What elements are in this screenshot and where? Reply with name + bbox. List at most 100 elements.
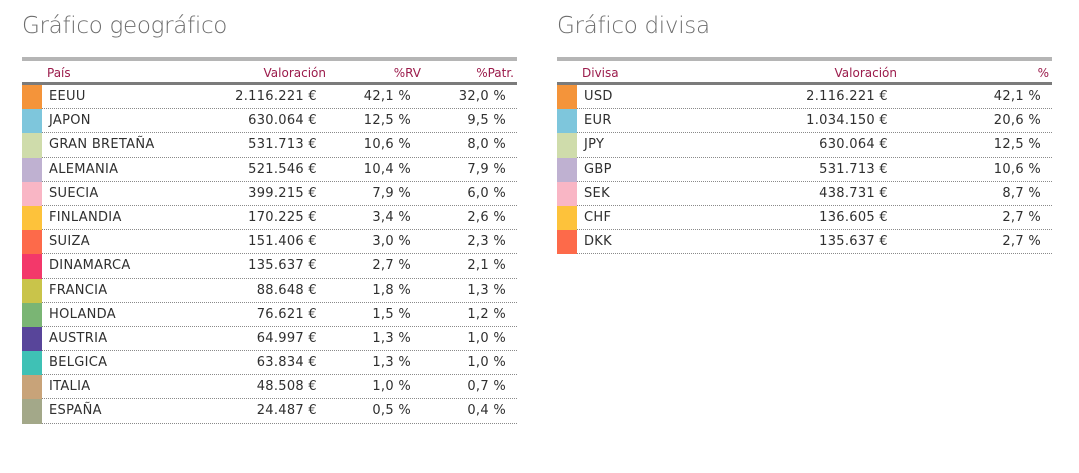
table-row: SUIZA 151.406 € 3,0 % 2,3 % xyxy=(22,230,517,255)
cell-valoracion: 88.648 € xyxy=(256,282,317,298)
cell-rv: 10,6 % xyxy=(363,137,411,153)
color-swatch xyxy=(22,181,42,206)
cell-valoracion: 521.546 € xyxy=(248,161,317,177)
color-swatch xyxy=(22,205,42,231)
cell-valoracion: 1.034.150 € xyxy=(806,113,888,129)
cell-pais: ALEMANIA xyxy=(49,161,119,177)
cell-valoracion: 170.225 € xyxy=(248,209,317,225)
table-row: SUECIA 399.215 € 7,9 % 6,0 % xyxy=(22,181,517,206)
cell-rv: 10,4 % xyxy=(363,161,411,177)
table-row: CHF 136.605 € 2,7 % xyxy=(557,205,1052,231)
cell-valoracion: 438.731 € xyxy=(819,185,888,201)
table-row: JPY 630.064 € 12,5 % xyxy=(557,133,1052,158)
cell-pais: FINLANDIA xyxy=(49,209,122,225)
color-swatch xyxy=(22,230,42,255)
geographic-table-header: País Valoración %RV %Patr. xyxy=(22,62,517,82)
cell-divisa: EUR xyxy=(584,113,612,129)
cell-rv: 7,9 % xyxy=(372,185,411,201)
header-valoracion: Valoración xyxy=(834,66,897,80)
cell-pais: HOLANDA xyxy=(49,306,116,322)
cell-patr: 9,5 % xyxy=(467,113,506,129)
color-swatch xyxy=(22,302,42,327)
color-swatch xyxy=(22,133,42,158)
cell-valoracion: 24.487 € xyxy=(256,403,317,419)
header-divider xyxy=(22,82,517,85)
table-row: ESPAÑA 24.487 € 0,5 % 0,4 % xyxy=(22,399,517,424)
table-row: AUSTRIA 64.997 € 1,3 % 1,0 % xyxy=(22,326,517,352)
table-row: GBP 531.713 € 10,6 % xyxy=(557,157,1052,182)
cell-valoracion: 151.406 € xyxy=(248,234,317,250)
table-row: DKK 135.637 € 2,7 % xyxy=(557,230,1052,255)
table-row: DINAMARCA 135.637 € 2,7 % 2,1 % xyxy=(22,254,517,279)
color-swatch xyxy=(22,109,42,134)
cell-pais: SUIZA xyxy=(49,234,90,250)
cell-pais: DINAMARCA xyxy=(49,258,131,274)
cell-rv: 12,5 % xyxy=(363,113,411,129)
cell-valoracion: 2.116.221 € xyxy=(235,89,317,104)
color-swatch xyxy=(22,278,42,303)
color-swatch xyxy=(557,157,577,182)
header-divisa: Divisa xyxy=(582,66,619,80)
table-row: ALEMANIA 521.546 € 10,4 % 7,9 % xyxy=(22,157,517,182)
cell-pais: EEUU xyxy=(49,89,86,104)
cell-rv: 3,4 % xyxy=(372,209,411,225)
cell-valoracion: 63.834 € xyxy=(256,355,317,371)
cell-patr: 1,0 % xyxy=(467,355,506,371)
cell-pais: FRANCIA xyxy=(49,282,108,298)
cell-percent: 12,5 % xyxy=(993,137,1041,153)
cell-valoracion: 64.997 € xyxy=(256,330,317,346)
cell-rv: 2,7 % xyxy=(372,258,411,274)
cell-pais: SUECIA xyxy=(49,185,99,201)
geographic-title: Gráfico geográfico xyxy=(22,13,228,39)
cell-patr: 1,3 % xyxy=(467,282,506,298)
cell-rv: 3,0 % xyxy=(372,234,411,250)
table-row: FRANCIA 88.648 € 1,8 % 1,3 % xyxy=(22,278,517,303)
cell-rv: 1,3 % xyxy=(372,355,411,371)
cell-patr: 32,0 % xyxy=(458,89,506,104)
cell-valoracion: 2.116.221 € xyxy=(806,89,888,104)
title-divider xyxy=(22,57,517,61)
cell-valoracion: 135.637 € xyxy=(248,258,317,274)
cell-patr: 2,1 % xyxy=(467,258,506,274)
currency-table-body: USD 2.116.221 € 42,1 % EUR 1.034.150 € 20,6 %… xyxy=(557,85,1052,255)
cell-patr: 8,0 % xyxy=(467,137,506,153)
color-swatch xyxy=(557,205,577,231)
header-pais: País xyxy=(47,66,71,80)
cell-divisa: DKK xyxy=(584,234,612,250)
cell-rv: 0,5 % xyxy=(372,403,411,419)
table-row: HOLANDA 76.621 € 1,5 % 1,2 % xyxy=(22,302,517,327)
color-swatch xyxy=(22,399,42,424)
cell-percent: 42,1 % xyxy=(993,89,1041,104)
cell-divisa: GBP xyxy=(584,161,612,177)
cell-valoracion: 76.621 € xyxy=(256,306,317,322)
table-row: USD 2.116.221 € 42,1 % xyxy=(557,85,1052,110)
cell-divisa: JPY xyxy=(584,137,605,153)
color-swatch xyxy=(22,326,42,352)
table-row: BELGICA 63.834 € 1,3 % 1,0 % xyxy=(22,351,517,376)
cell-divisa: CHF xyxy=(584,209,612,225)
color-swatch xyxy=(22,157,42,182)
cell-rv: 1,8 % xyxy=(372,282,411,298)
color-swatch xyxy=(22,85,42,110)
table-row: GRAN BRETAÑA 531.713 € 10,6 % 8,0 % xyxy=(22,133,517,158)
header-valoracion: Valoración xyxy=(263,66,326,80)
cell-patr: 2,3 % xyxy=(467,234,506,250)
cell-pais: AUSTRIA xyxy=(49,330,108,346)
cell-patr: 6,0 % xyxy=(467,185,506,201)
cell-patr: 0,4 % xyxy=(467,403,506,419)
cell-valoracion: 630.064 € xyxy=(248,113,317,129)
header-percent: % xyxy=(1037,66,1049,80)
cell-patr: 2,6 % xyxy=(467,209,506,225)
cell-pais: ITALIA xyxy=(49,379,91,395)
color-swatch xyxy=(557,181,577,206)
color-swatch xyxy=(557,85,577,110)
cell-valoracion: 531.713 € xyxy=(819,161,888,177)
cell-pais: BELGICA xyxy=(49,355,108,371)
cell-pais: JAPON xyxy=(49,113,91,129)
header-rv: %RV xyxy=(393,66,421,80)
color-swatch xyxy=(22,375,42,400)
cell-divisa: SEK xyxy=(584,185,610,201)
cell-patr: 0,7 % xyxy=(467,379,506,395)
cell-valoracion: 630.064 € xyxy=(819,137,888,153)
table-row: JAPON 630.064 € 12,5 % 9,5 % xyxy=(22,109,517,134)
